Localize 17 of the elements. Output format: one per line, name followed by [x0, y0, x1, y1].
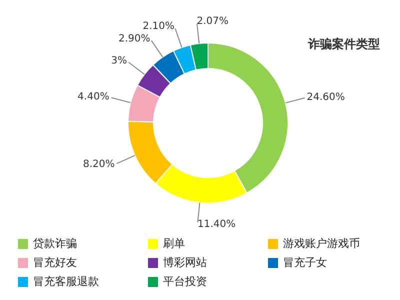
data-label: 3% [111, 56, 127, 67]
legend-label: 博彩网站 [163, 255, 207, 270]
data-label: 24.60% [306, 92, 345, 103]
data-label: 2.10% [142, 21, 175, 32]
legend-label: 刷单 [163, 236, 185, 251]
legend-label: 平台投资 [163, 274, 207, 289]
data-label: 4.40% [78, 92, 110, 103]
legend-label: 冒充客服退款 [33, 274, 99, 289]
legend-label: 游戏账户游戏币 [283, 236, 360, 251]
data-label: 8.20% [83, 158, 115, 170]
legend-label: 贷款诈骗 [33, 236, 77, 251]
legend-label: 冒充子女 [283, 255, 327, 270]
data-label: 11.40% [197, 218, 236, 230]
data-label: 2.90% [118, 33, 150, 44]
text: 诈骗案件类型 [308, 36, 380, 53]
legend-label: 冒充好友 [33, 255, 77, 270]
data-label: 2.07% [196, 16, 228, 28]
